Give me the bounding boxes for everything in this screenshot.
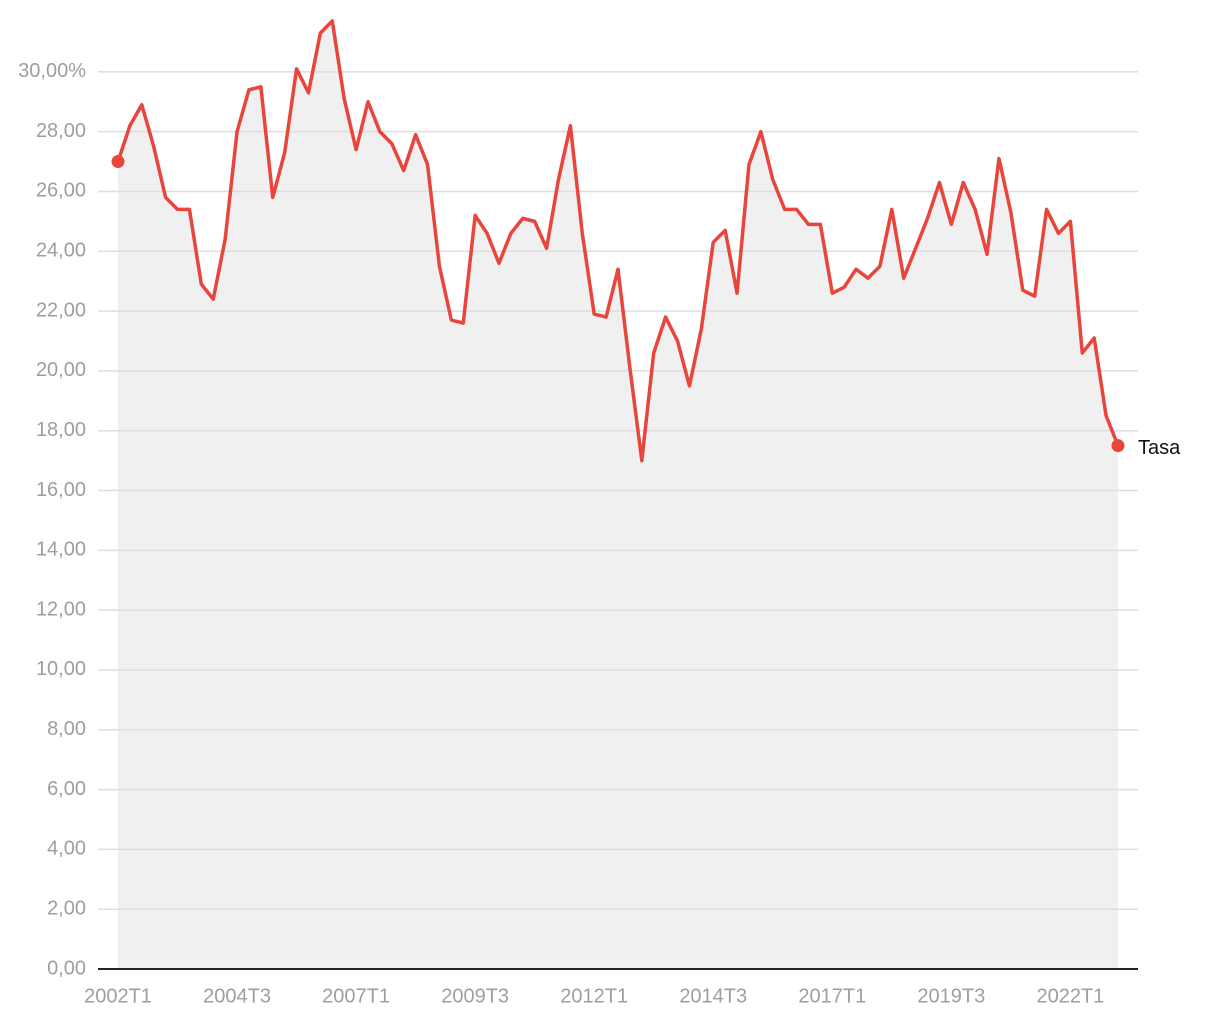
y-tick-label: 4,00: [47, 838, 86, 860]
y-tick-label: 6,00: [47, 778, 86, 800]
series-label: Tasa: [1138, 437, 1181, 459]
y-tick-label: 8,00: [47, 718, 86, 740]
y-tick-label: 20,00: [36, 359, 86, 381]
x-tick-label: 2004T3: [203, 985, 271, 1007]
end-point: [111, 155, 125, 169]
y-tick-label: 22,00: [36, 299, 86, 321]
y-tick-label: 28,00: [36, 120, 86, 142]
y-tick-label: 14,00: [36, 539, 86, 561]
y-tick-label: 10,00: [36, 658, 86, 680]
x-tick-label: 2009T3: [441, 985, 509, 1007]
x-tick-label: 2002T1: [84, 985, 152, 1007]
x-tick-label: 2014T3: [679, 985, 747, 1007]
y-tick-label: 2,00: [47, 897, 86, 919]
y-tick-label: 12,00: [36, 598, 86, 620]
x-tick-label: 2022T1: [1036, 985, 1104, 1007]
line: [116, 19, 1120, 463]
end-point: [1111, 439, 1125, 453]
y-tick-label: 16,00: [36, 479, 86, 501]
x-tick-label: 2019T3: [917, 985, 985, 1007]
y-tick-label: 0,00: [47, 957, 86, 979]
y-tick-label: 24,00: [36, 240, 86, 262]
y-tick-label: 30,00%: [18, 60, 86, 82]
x-tick-label: 2017T1: [798, 985, 866, 1007]
area: [118, 21, 1118, 969]
y-tick-label: 26,00: [36, 180, 86, 202]
x-tick-label: 2012T1: [560, 985, 628, 1007]
x-tick-label: 2007T1: [322, 985, 390, 1007]
y-tick-label: 18,00: [36, 419, 86, 441]
